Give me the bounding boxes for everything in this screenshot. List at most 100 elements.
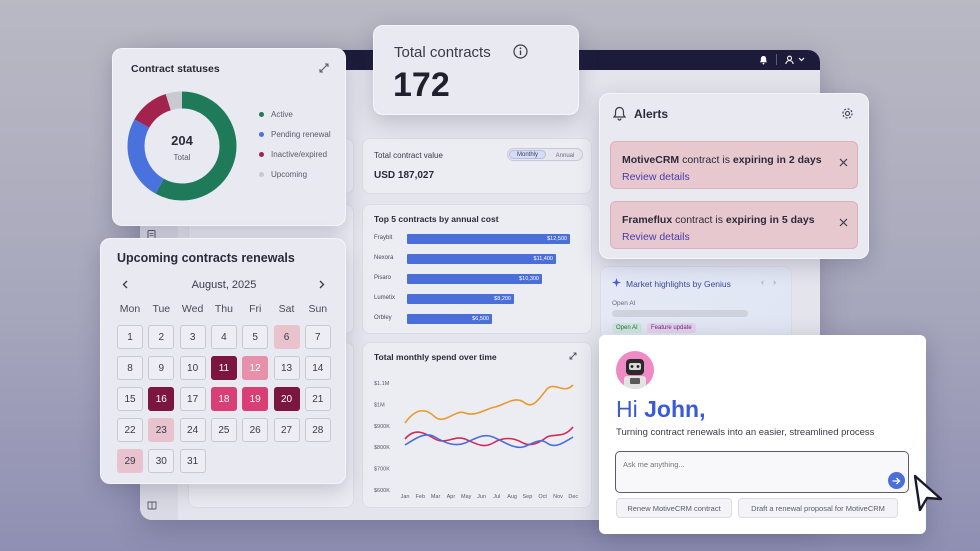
market-source: Open AI [612, 300, 636, 307]
bar-label: Nexora [374, 255, 394, 261]
alert-contract-name: Frameflux [622, 214, 673, 226]
bell-icon[interactable] [759, 55, 768, 65]
legend-dot-pending [259, 132, 264, 137]
send-button[interactable] [888, 472, 905, 489]
alert-contract-name: MotiveCRM [622, 154, 680, 166]
review-details-link[interactable]: Review details [622, 171, 690, 183]
calendar-day[interactable]: 18 [210, 387, 237, 411]
weekday-label: Wed [181, 303, 204, 315]
legend-label: Upcoming [271, 170, 308, 179]
bar-value: $12,500 [547, 236, 567, 242]
spend-line-chart: $1.1M $1M $900K $800K $700K $600K Jan Feb Mar Ap… [374, 381, 578, 500]
market-prev-icon[interactable]: ‹ [761, 277, 764, 287]
calendar-day[interactable]: 4 [210, 325, 237, 349]
calendar-day[interactable]: 5 [242, 325, 269, 349]
calendar-day[interactable]: 28 [304, 418, 331, 442]
greeting-name: John, [644, 396, 706, 422]
calendar-day[interactable]: 29 [117, 449, 143, 473]
total-contracts-card: Total contracts 172 [373, 25, 579, 115]
greeting: Hi John, [616, 396, 705, 423]
calendar-day[interactable]: 20 [273, 387, 300, 411]
close-icon[interactable] [839, 218, 848, 227]
x-tick-label: Sep [523, 494, 533, 500]
chevron-left-icon[interactable] [122, 280, 128, 289]
alert-message: Frameflux contract is expiring in 5 days [622, 214, 815, 226]
expand-icon[interactable] [569, 352, 577, 360]
y-tick-label: $800K [374, 445, 390, 451]
legend-dot-upcoming [259, 172, 264, 177]
calendar-day[interactable]: 31 [179, 449, 206, 473]
calendar-day[interactable]: 14 [304, 356, 331, 380]
bell-icon [613, 106, 626, 121]
calendar-day[interactable]: 16 [148, 387, 175, 411]
total-contracts-label: Total contracts [394, 44, 491, 61]
suggestion-chip[interactable]: Draft a renewal proposal for MotiveCRM [738, 498, 898, 518]
calendar-day[interactable]: 21 [304, 387, 331, 411]
close-icon[interactable] [839, 158, 848, 167]
calendar-day[interactable]: 17 [179, 387, 206, 411]
chevron-right-icon[interactable] [319, 280, 325, 289]
total-contracts-value: 172 [393, 66, 450, 104]
calendar-day[interactable]: 25 [210, 418, 237, 442]
alert-middle-text: contract is [679, 154, 733, 166]
calendar-day[interactable]: 6 [273, 325, 300, 349]
calendar-day[interactable]: 9 [148, 356, 175, 380]
calendar-day[interactable]: 15 [117, 387, 143, 411]
calendar-day[interactable]: 10 [179, 356, 206, 380]
bar-label: Lumetix [374, 295, 396, 301]
calendar-day[interactable]: 11 [210, 356, 237, 380]
bar-label: Orbley [374, 315, 392, 321]
legend-upcoming: Upcoming [259, 170, 307, 179]
calendar-day[interactable]: 24 [179, 418, 206, 442]
market-panel: Market highlights by Genius ‹ › Open AI … [600, 266, 792, 340]
info-icon[interactable] [513, 44, 528, 59]
weekday-label: Mon [119, 303, 141, 315]
chevron-down-icon[interactable] [798, 57, 805, 62]
calendar-day[interactable]: 2 [148, 325, 175, 349]
calendar-day[interactable]: 27 [273, 418, 300, 442]
calendar-day[interactable]: 12 [242, 356, 269, 380]
calendar-day[interactable]: 8 [117, 356, 143, 380]
bar-value: $10,300 [519, 276, 539, 282]
calendar-day[interactable]: 3 [179, 325, 206, 349]
calendar-day[interactable]: 7 [304, 325, 331, 349]
calendar-day[interactable]: 1 [117, 325, 143, 349]
market-tag-feature: Feature update [647, 323, 696, 333]
alert-expiry: expiring in 2 days [732, 154, 822, 166]
alert-item: Frameflux contract is expiring in 5 days… [610, 201, 858, 249]
calendar-day[interactable]: 26 [242, 418, 269, 442]
alerts-card: Alerts MotiveCRM contract is expiring in… [599, 93, 869, 259]
calendar-title: Upcoming contracts renewals [117, 251, 295, 265]
x-tick-label: Feb [416, 494, 425, 500]
x-tick-label: Jul [493, 494, 500, 500]
suggestion-chip[interactable]: Renew MotiveCRM contract [616, 498, 732, 518]
calendar-day[interactable]: 30 [148, 449, 175, 473]
toggle-annual[interactable]: Annual [555, 152, 575, 159]
legend-inactive: Inactive/expired [259, 150, 327, 159]
y-tick-label: $700K [374, 467, 390, 473]
gear-icon[interactable] [841, 107, 854, 120]
user-icon[interactable] [785, 55, 794, 65]
series-orange [404, 384, 574, 424]
calendar-day[interactable]: 19 [242, 387, 269, 411]
chat-input-box[interactable] [615, 451, 909, 493]
chat-input[interactable] [623, 457, 873, 471]
review-details-link[interactable]: Review details [622, 231, 690, 243]
bar: $8,200 [407, 294, 514, 304]
bar-value: $11,400 [533, 256, 553, 262]
bar-label: Pisaro [374, 275, 392, 281]
bar-value: $8,200 [494, 296, 511, 302]
market-next-icon[interactable]: › [773, 277, 776, 287]
calendar-day[interactable]: 22 [117, 418, 143, 442]
market-tag-openai: Open AI [612, 323, 642, 333]
book-icon[interactable] [147, 501, 157, 510]
toggle-monthly[interactable]: Monthly [509, 150, 546, 159]
contract-statuses-card: Contract statuses 204 Total Active Pendi… [112, 48, 346, 226]
x-tick-label: Jun [477, 494, 486, 500]
x-tick-label: Oct [538, 494, 547, 500]
calendar-day[interactable]: 23 [148, 418, 175, 442]
robot-avatar-icon [624, 359, 646, 389]
y-tick-label: $1.1M [374, 381, 390, 387]
calendar-day[interactable]: 13 [273, 356, 300, 380]
expand-icon[interactable] [319, 63, 329, 73]
